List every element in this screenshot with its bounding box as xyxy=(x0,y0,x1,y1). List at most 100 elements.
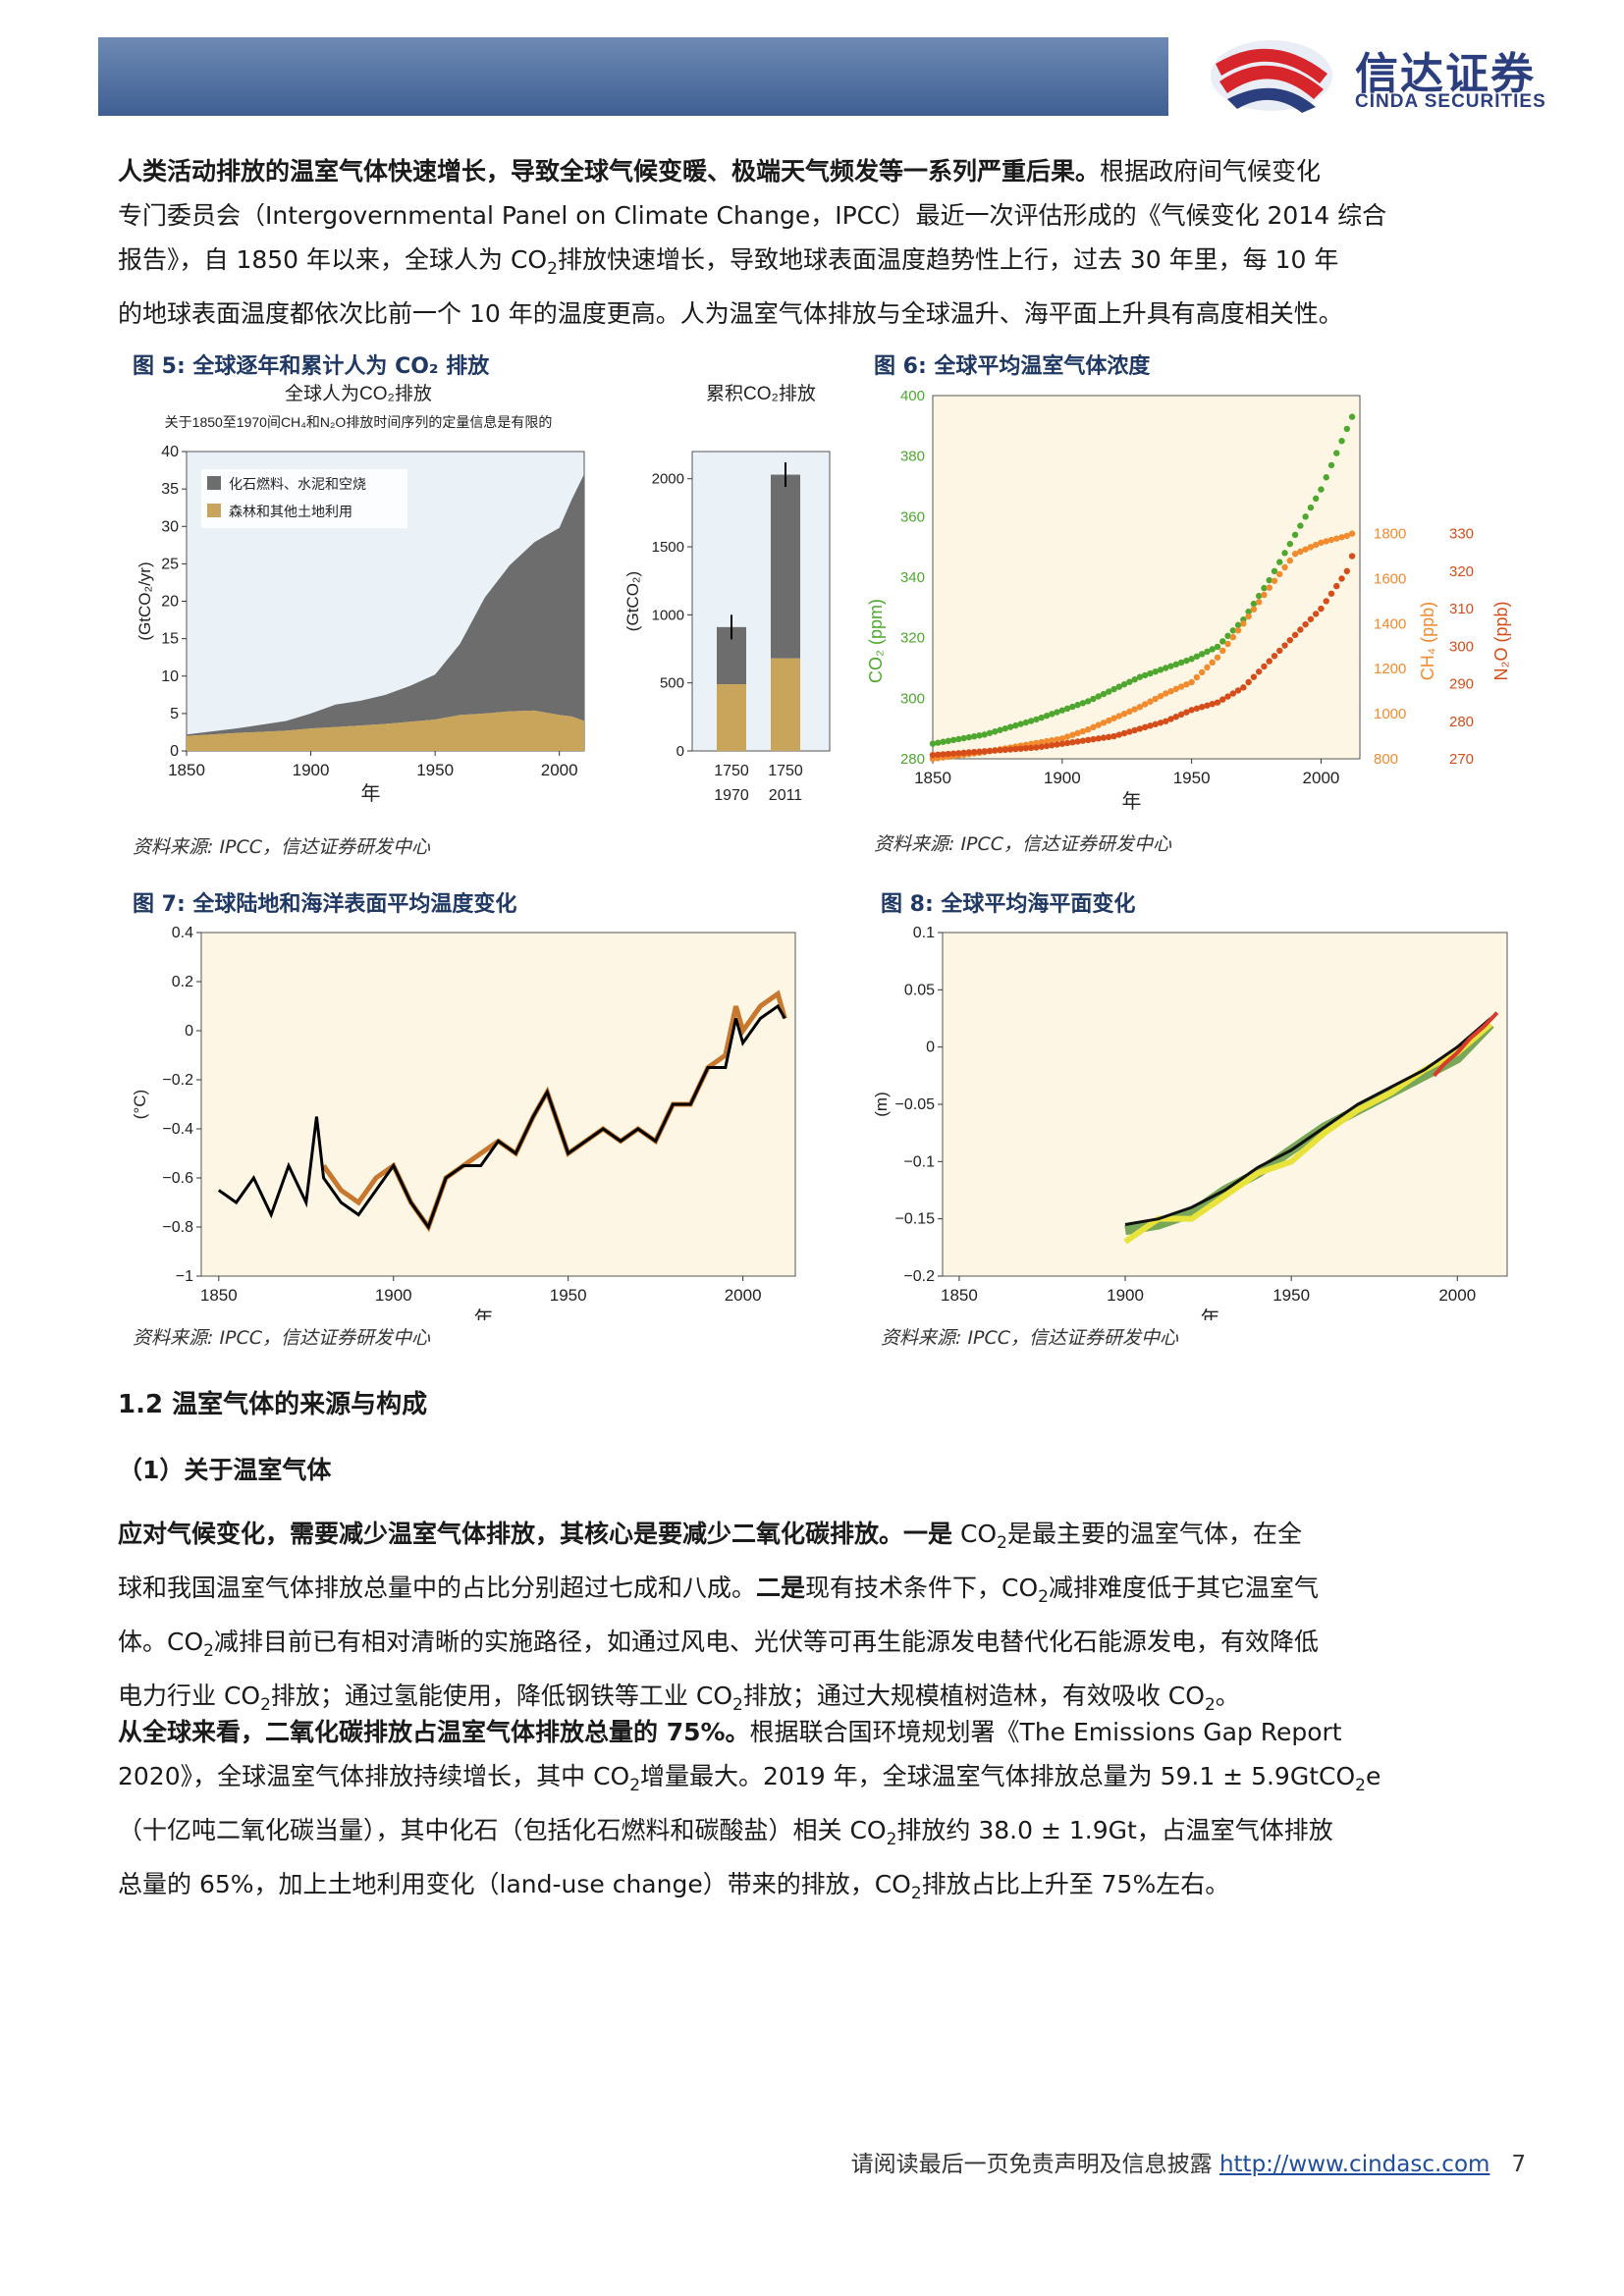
ch4-point xyxy=(1069,731,1076,738)
figure-7-title: 图 7: 全球陆地和海洋表面平均温度变化 xyxy=(133,892,517,917)
para2-text: 体。CO xyxy=(118,1628,204,1656)
ch4-point xyxy=(1286,557,1294,564)
y-tick-label: −0.4 xyxy=(162,1121,193,1138)
paragraph-global-share: 从全球来看，二氧化碳排放占温室气体排放总量的 75%。根据联合国环境规划署《Th… xyxy=(118,1710,1517,1916)
ch4-point xyxy=(1100,720,1108,726)
n2o-point xyxy=(1323,598,1329,605)
cumulative-y-axis-label: (GtCO₂) xyxy=(623,571,642,631)
co2-point xyxy=(1136,673,1144,680)
co2-point xyxy=(935,739,942,746)
ch4-point xyxy=(1219,647,1226,655)
ch4-tick-label: 1400 xyxy=(1374,615,1406,632)
subscript: 2 xyxy=(1204,1695,1216,1715)
figure-8-title: 图 8: 全球平均海平面变化 xyxy=(881,892,1136,917)
y-tick-label: −0.2 xyxy=(162,1072,193,1089)
n2o-point xyxy=(1245,678,1252,686)
figure-5-source: 资料来源: IPCC，信达证券研发中心 xyxy=(133,836,431,858)
n2o-tick-label: 290 xyxy=(1449,676,1474,693)
co2-point xyxy=(1012,721,1019,729)
ch4-point xyxy=(1110,715,1117,721)
y-tick-label: −0.15 xyxy=(895,1211,936,1228)
ch4-tick-label: 1200 xyxy=(1374,661,1406,677)
y-tick-label: 15 xyxy=(161,631,179,648)
bar-category-label: 1750 xyxy=(714,763,749,779)
x-tick-label: 1950 xyxy=(1272,1286,1310,1305)
n2o-point xyxy=(1177,711,1185,719)
n2o-point xyxy=(1193,705,1201,712)
n2o-point xyxy=(1090,735,1097,743)
co2-point xyxy=(1157,667,1164,673)
ch4-point xyxy=(1147,698,1154,705)
sea-level-series-red xyxy=(1433,1011,1499,1078)
n2o-point xyxy=(1147,722,1154,729)
n2o-point xyxy=(1074,738,1081,745)
y-tick-label: 0.1 xyxy=(913,925,935,941)
ch4-tick-label: 1000 xyxy=(1374,706,1406,722)
website-link[interactable]: http://www.cindasc.com xyxy=(1218,2152,1490,2177)
ch4-point xyxy=(1302,546,1309,553)
logo-emblem-icon xyxy=(1211,40,1332,113)
n2o-point xyxy=(1110,732,1117,740)
cumulative-title: 累积CO₂排放 xyxy=(706,383,816,404)
cumulative-bar-fossil xyxy=(771,474,800,659)
co2-point xyxy=(1147,669,1154,677)
n2o-point xyxy=(1084,736,1092,744)
co2-point xyxy=(976,732,983,739)
co2-point xyxy=(1163,665,1169,671)
n2o-point xyxy=(1038,743,1045,750)
co2-point xyxy=(1069,703,1076,711)
header-bar xyxy=(98,37,1168,116)
n2o-point xyxy=(1338,575,1345,582)
n2o-point xyxy=(1058,740,1066,747)
n2o-tick-label: 270 xyxy=(1449,751,1474,768)
co2-point xyxy=(1261,584,1268,592)
co2-tick-label: 380 xyxy=(900,449,925,465)
y-axis-label: (GtCO₂/yr) xyxy=(135,561,154,640)
co2-point xyxy=(1209,646,1216,653)
n2o-tick-label: 330 xyxy=(1449,526,1474,543)
co2-point xyxy=(1318,486,1325,493)
n2o-point xyxy=(1204,702,1211,709)
ch4-point xyxy=(1183,681,1190,688)
co2-point xyxy=(1327,461,1335,469)
figure-7-chart: 1850 1900 1950 2000 −1 −0.8 −0.6 −0.4 −0.2 0 0.2 0.… xyxy=(131,925,796,1320)
y-tick-label: −0.2 xyxy=(903,1268,935,1285)
n2o-point xyxy=(1348,553,1356,560)
co2-point xyxy=(1276,559,1283,565)
n2o-point xyxy=(1281,642,1288,649)
ch4-point xyxy=(1307,544,1315,551)
co2-point xyxy=(1054,709,1060,716)
co2-point xyxy=(1017,721,1024,727)
ch4-point xyxy=(1157,693,1164,700)
ch4-tick-label: 1600 xyxy=(1374,570,1406,587)
co2-point xyxy=(949,736,957,744)
co2-tick-label: 300 xyxy=(900,690,925,707)
co2-point xyxy=(1027,718,1035,724)
x-axis-label: 年 xyxy=(1201,1308,1220,1320)
co2-point xyxy=(1126,678,1133,685)
plot-area xyxy=(932,395,1361,760)
n2o-point xyxy=(1120,729,1128,737)
figure-6-chart: 1850 1900 1950 2000 年 280 300 320 340 360 380 400 CO… xyxy=(866,388,1511,813)
n2o-point xyxy=(1234,687,1242,694)
co2-point xyxy=(986,729,994,736)
para2-text: 排放；通过氢能使用，降低钢铁等工业 CO xyxy=(270,1682,733,1710)
n2o-point xyxy=(1240,684,1247,691)
y-tick-label: 0 xyxy=(926,1040,935,1056)
co2-point xyxy=(960,734,967,742)
co2-point xyxy=(1110,685,1117,693)
co2-point xyxy=(1245,608,1252,615)
bar-category-label: 2011 xyxy=(769,787,803,804)
co2-point xyxy=(1297,522,1304,529)
n2o-point xyxy=(929,751,937,759)
co2-point xyxy=(1204,648,1211,656)
co2-point xyxy=(945,737,952,745)
n2o-point xyxy=(1229,690,1237,697)
ch4-point xyxy=(1188,678,1195,686)
subscript: 2 xyxy=(260,1695,271,1715)
n2o-point xyxy=(1261,663,1268,670)
para2-text: 球和我国温室气体排放总量中的占比分别超过七成和八成。 xyxy=(118,1574,757,1602)
para3-text: 排放占比上升至 75%左右。 xyxy=(921,1870,1230,1898)
n2o-point xyxy=(1312,611,1320,617)
subscript: 2 xyxy=(547,259,558,279)
